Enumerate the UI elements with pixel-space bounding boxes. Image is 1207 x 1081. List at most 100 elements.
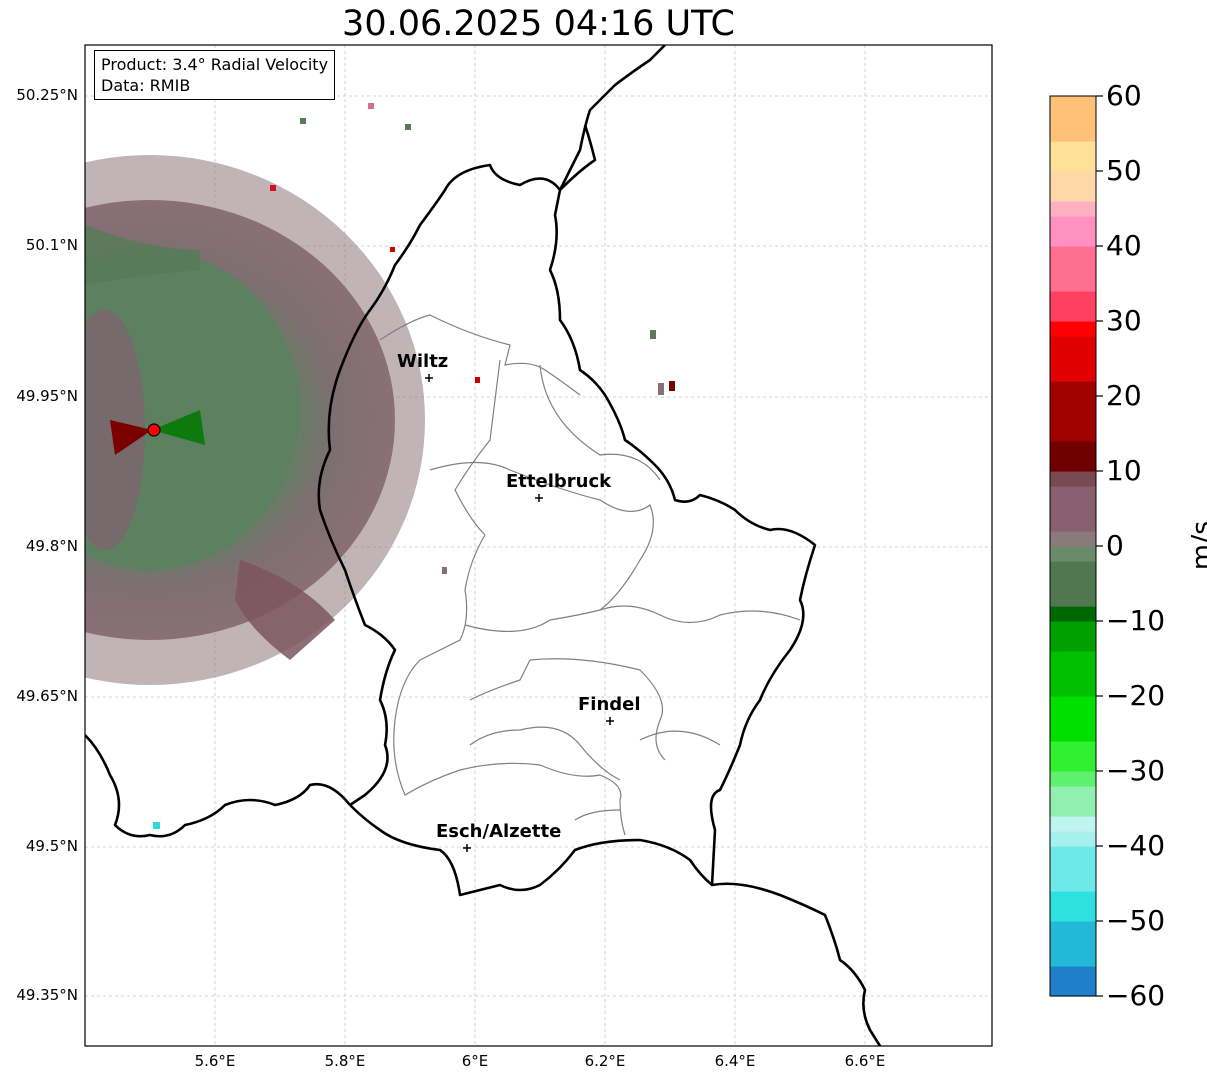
- colorbar-segment: [1050, 936, 1096, 952]
- colorbar-segment: [1050, 561, 1096, 577]
- lon-tick: 6.4°E: [714, 1052, 756, 1070]
- colorbar-segment: [1050, 291, 1096, 307]
- lat-tick: 50.25°N: [16, 86, 78, 104]
- colorbar-tick: −30: [1106, 754, 1166, 787]
- lon-tick: 6°E: [461, 1052, 489, 1070]
- colorbar-segment: [1050, 921, 1096, 937]
- data-source-line: Data: RMIB: [101, 76, 191, 95]
- colorbar-segment: [1050, 681, 1096, 697]
- colorbar-segment: [1050, 771, 1096, 787]
- city-label-esch-alzette: Esch/Alzette: [436, 821, 562, 842]
- lon-tick: 6.6°E: [844, 1052, 886, 1070]
- colorbar-segment: [1050, 141, 1096, 157]
- colorbar-segment: [1050, 336, 1096, 352]
- colorbar-tick: 0: [1106, 529, 1124, 562]
- colorbar-tick: −40: [1106, 829, 1166, 862]
- colorbar-tick: −20: [1106, 679, 1166, 712]
- map-title: 30.06.2025 04:16 UTC: [342, 4, 735, 44]
- lat-tick: 49.8°N: [25, 537, 78, 555]
- colorbar-segment: [1050, 786, 1096, 802]
- colorbar-segment: [1050, 696, 1096, 712]
- colorbar-segment: [1050, 876, 1096, 892]
- colorbar-segment: [1050, 501, 1096, 517]
- colorbar-segment: [1050, 651, 1096, 667]
- colorbar-segment: [1050, 891, 1096, 907]
- colorbar-tick: −60: [1106, 979, 1166, 1012]
- city-markers: [425, 374, 614, 852]
- colorbar-segment: [1050, 366, 1096, 382]
- colorbar-segment: [1050, 126, 1096, 142]
- colorbar-tick: 20: [1106, 379, 1142, 412]
- colorbar-label: m/s: [1186, 520, 1207, 571]
- lon-tick: 5.6°E: [194, 1052, 236, 1070]
- colorbar-segment: [1050, 516, 1096, 532]
- colorbar-segment: [1050, 201, 1096, 217]
- colorbar-segment: [1050, 261, 1096, 277]
- lat-tick: 49.35°N: [16, 986, 78, 1004]
- radar-site-marker: [147, 423, 161, 437]
- colorbar-segment: [1050, 861, 1096, 877]
- colorbar-segment: [1050, 411, 1096, 427]
- colorbar-segment: [1050, 846, 1096, 862]
- colorbar-segment: [1050, 951, 1096, 967]
- colorbar-segment: [1050, 726, 1096, 742]
- colorbar-segment: [1050, 441, 1096, 457]
- colorbar-segment: [1050, 636, 1096, 652]
- colorbar-tick: 40: [1106, 229, 1142, 262]
- colorbar-segment: [1050, 591, 1096, 607]
- colorbar-tick: 50: [1106, 154, 1142, 187]
- product-line: Product: 3.4° Radial Velocity: [101, 55, 329, 74]
- colorbar-segment: [1050, 666, 1096, 682]
- colorbar-segment: [1050, 156, 1096, 172]
- colorbar-segment: [1050, 801, 1096, 817]
- lat-tick: 50.1°N: [25, 236, 78, 254]
- colorbar-segment: [1050, 306, 1096, 322]
- lon-tick: 6.2°E: [584, 1052, 626, 1070]
- colorbar-segment: [1050, 231, 1096, 247]
- product-info-box: Product: 3.4° Radial Velocity Data: RMIB: [94, 50, 336, 100]
- colorbar-segment: [1050, 456, 1096, 472]
- lat-tick: 49.65°N: [16, 687, 78, 705]
- plot-frame: [84, 44, 993, 1047]
- lat-tick: 49.95°N: [16, 387, 78, 405]
- colorbar-tick: 60: [1106, 79, 1142, 112]
- colorbar-segment: [1050, 981, 1096, 997]
- national-borders: [85, 45, 882, 1046]
- colorbar-segment: [1050, 276, 1096, 292]
- colorbar-segment: [1050, 351, 1096, 367]
- colorbar-segment: [1050, 486, 1096, 502]
- colorbar-segment: [1050, 621, 1096, 637]
- colorbar-segment: [1050, 576, 1096, 592]
- colorbar-segment: [1050, 606, 1096, 622]
- city-label-findel: Findel: [578, 694, 641, 715]
- lon-tick: 5.8°E: [324, 1052, 366, 1070]
- colorbar-segment: [1050, 186, 1096, 202]
- colorbar-segment: [1050, 711, 1096, 727]
- colorbar-segment: [1050, 171, 1096, 187]
- colorbar-segment: [1050, 426, 1096, 442]
- colorbar-segment: [1050, 396, 1096, 412]
- colorbar-tick: −50: [1106, 904, 1166, 937]
- colorbar-tick: −10: [1106, 604, 1166, 637]
- city-label-ettelbruck: Ettelbruck: [506, 471, 612, 492]
- colorbar-segment: [1050, 381, 1096, 397]
- colorbar-tick: 10: [1106, 454, 1142, 487]
- colorbar-segment: [1050, 111, 1096, 127]
- colorbar-segment: [1050, 246, 1096, 262]
- colorbar-segment: [1050, 321, 1096, 337]
- colorbar-segment: [1050, 546, 1096, 562]
- colorbar-segment: [1050, 216, 1096, 232]
- colorbar-segment: [1050, 741, 1096, 757]
- colorbar-segment: [1050, 96, 1096, 112]
- lat-tick: 49.5°N: [25, 837, 78, 855]
- canton-boundaries: [379, 314, 801, 836]
- colorbar-segment: [1050, 531, 1096, 547]
- colorbar-segment: [1050, 471, 1096, 487]
- colorbar-segment: [1050, 966, 1096, 982]
- colorbar-tick: 30: [1106, 304, 1142, 337]
- colorbar: [1050, 96, 1096, 997]
- colorbar-segment: [1050, 906, 1096, 922]
- colorbar-segment: [1050, 816, 1096, 832]
- city-label-wiltz: Wiltz: [397, 351, 449, 372]
